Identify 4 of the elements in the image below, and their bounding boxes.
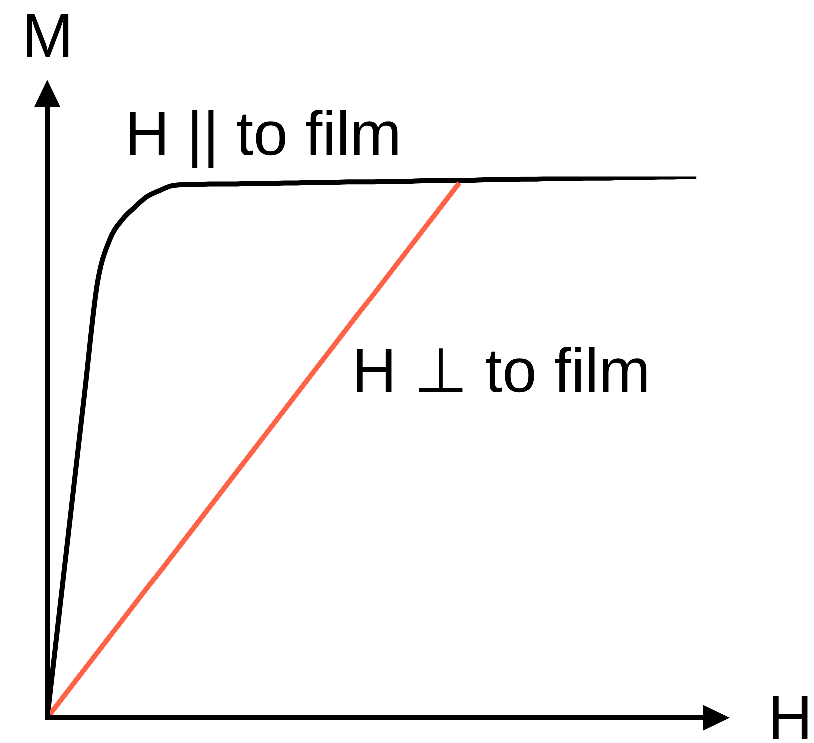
legend-label: H || to film bbox=[125, 100, 402, 169]
series-label: H ⊥ to film bbox=[352, 337, 651, 406]
x-axis-title: H bbox=[768, 684, 813, 743]
y-axis-title: M bbox=[22, 2, 74, 71]
